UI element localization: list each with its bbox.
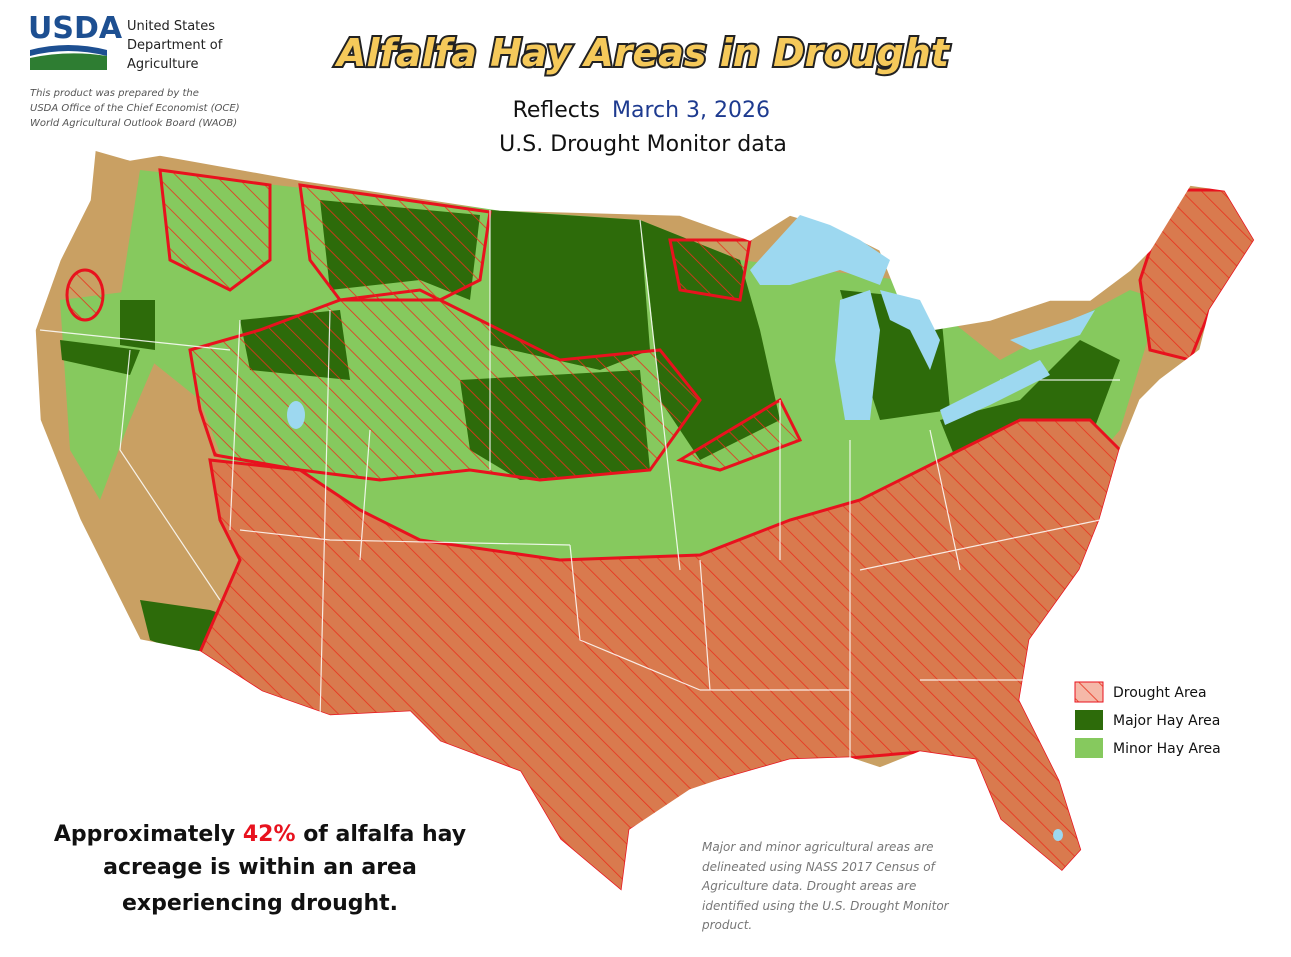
state-borders — [39, 210, 1120, 760]
note-line: product. — [701, 918, 752, 932]
summary-text: Approximately — [54, 822, 235, 847]
legend-label: Minor Hay Area — [1113, 741, 1221, 757]
credit-line: World Agricultural Outlook Board (WAOB) — [30, 118, 237, 129]
drought-outline — [676, 397, 803, 472]
usda-logo: USDA — [28, 11, 123, 46]
logo-swoosh — [30, 45, 107, 56]
summary-text: of alfalfa hay — [303, 822, 466, 847]
summary-line: experiencing drought. — [122, 891, 398, 916]
subtitle-date: March 3, 2026 — [612, 98, 770, 123]
credit-line: This product was prepared by the — [30, 88, 199, 99]
credit-line: USDA Office of the Chief Economist (OCE) — [30, 103, 240, 114]
legend-label: Major Hay Area — [1113, 713, 1220, 729]
logo-field — [30, 53, 107, 70]
summary-highlight: 42% — [243, 822, 296, 847]
department-line: United States — [127, 19, 215, 34]
note-line: Major and minor agricultural areas are — [702, 840, 934, 854]
drought-outline — [1138, 188, 1255, 362]
drought-outline — [158, 168, 272, 292]
summary-line: acreage is within an area — [103, 855, 417, 880]
note-line: identified using the U.S. Drought Monito… — [702, 899, 950, 913]
drought-outline — [65, 268, 105, 322]
great-lakes — [287, 215, 1095, 841]
legend-label: Drought Area — [1113, 685, 1207, 701]
department-line: Agriculture — [127, 57, 199, 72]
drought-outline — [298, 183, 492, 302]
drought-outline — [668, 238, 752, 302]
note-line: Agriculture data. Drought areas are — [701, 879, 916, 893]
legend-swatch-hatch — [1075, 682, 1103, 702]
summary-line: Approximately 42% of alfalfa hay — [54, 822, 466, 847]
legend-swatch-major — [1075, 710, 1103, 730]
subtitle-prefix: Reflects — [513, 98, 600, 123]
map-title: Alfalfa Hay Areas in Drought — [334, 31, 951, 75]
department-line: Department of — [127, 38, 223, 53]
map — [35, 150, 1255, 892]
note-line: delineated using NASS 2017 Census of — [702, 860, 937, 874]
subtitle-source: U.S. Drought Monitor data — [499, 132, 787, 157]
legend-swatch-minor — [1075, 738, 1103, 758]
